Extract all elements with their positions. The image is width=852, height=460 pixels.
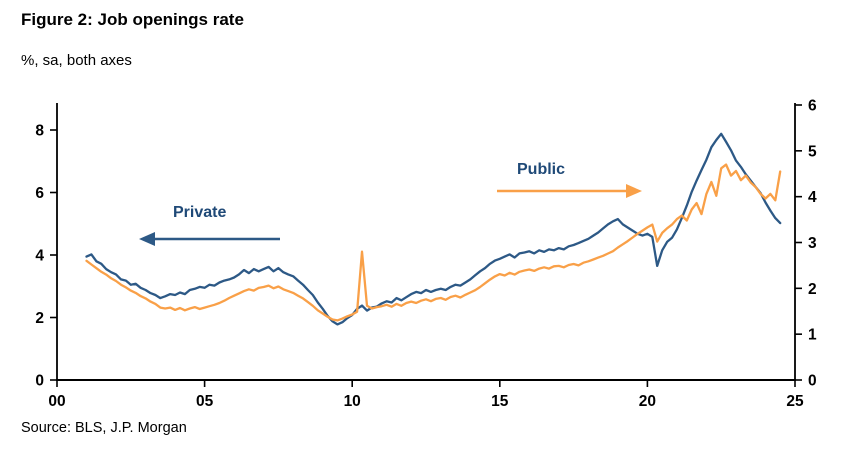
left-tick-label: 6: [35, 185, 44, 202]
private-series-label: Private: [173, 204, 227, 221]
right-tick-label: 0: [808, 373, 817, 390]
private-arrow-head: [139, 232, 155, 246]
left-tick-label: 2: [35, 310, 44, 327]
right-tick-label: 5: [808, 143, 817, 160]
x-tick-label: 00: [48, 393, 65, 410]
chart-title: Figure 2: Job openings rate: [21, 10, 244, 29]
x-tick-label: 05: [196, 393, 214, 410]
right-tick-label: 6: [808, 98, 817, 115]
left-tick-label: 0: [35, 373, 44, 390]
right-tick-label: 4: [808, 189, 817, 206]
right-tick-label: 1: [808, 327, 817, 344]
left-tick-label: 8: [35, 123, 44, 140]
source-note: Source: BLS, J.P. Morgan: [21, 420, 187, 436]
right-tick-label: 3: [808, 235, 817, 252]
public-series-label: Public: [517, 161, 566, 178]
x-tick-label: 10: [344, 393, 361, 410]
public-arrow-head: [626, 184, 642, 198]
x-tick-label: 15: [491, 393, 509, 410]
series-line-public: [85, 163, 782, 322]
x-tick-label: 20: [639, 393, 656, 410]
chart-subtitle: %, sa, both axes: [21, 52, 132, 69]
series-line-private: [85, 132, 782, 326]
left-tick-label: 4: [35, 248, 44, 265]
x-tick-label: 25: [786, 393, 804, 410]
right-tick-label: 2: [808, 281, 817, 298]
